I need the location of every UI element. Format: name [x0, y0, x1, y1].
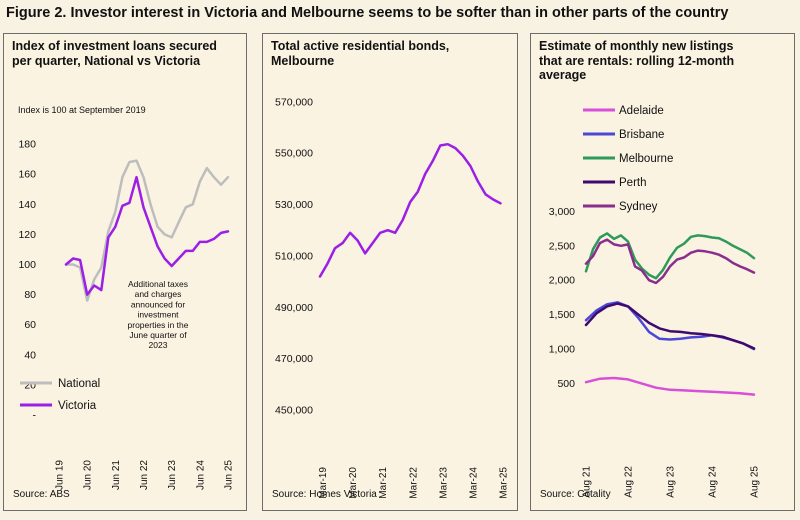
legend-label-victoria: Victoria [58, 400, 97, 412]
legend-label-national: National [58, 378, 100, 390]
panel-source: Source: ABS [13, 489, 70, 500]
series-line-melbourne [318, 142, 502, 278]
y-tick-label: 80 [24, 289, 36, 301]
y-tick-label: 550,000 [275, 148, 313, 160]
panel-residential-bonds: Total active residential bonds, Melbourn… [262, 33, 518, 511]
panel-source: Source: Homes Victoria [272, 489, 377, 500]
annotation-line: properties in the [128, 320, 189, 330]
x-tick-label: Mar-22 [408, 467, 419, 499]
x-tick-label: Mar-19 [318, 467, 329, 499]
x-tick-label: Aug 21 [582, 466, 593, 498]
series-line-adelaide [584, 376, 756, 396]
series-line-melbourne [584, 232, 756, 280]
y-tick-label: 470,000 [275, 353, 313, 365]
x-tick-label: Jun 20 [83, 460, 94, 490]
annotation-line: June quarter of [129, 330, 187, 340]
y-tick-label: 530,000 [275, 199, 313, 211]
legend-label-perth: Perth [619, 177, 647, 189]
y-tick-label: - [33, 410, 37, 422]
y-tick-label: 2,000 [549, 275, 575, 287]
figure-title: Figure 2. Investor interest in Victoria … [6, 5, 729, 21]
y-tick-label: 490,000 [275, 302, 313, 314]
x-tick-label: Aug 22 [624, 466, 635, 498]
panel-title: Estimate of monthly new listings that ar… [539, 39, 735, 82]
y-tick-label: 20 [24, 379, 36, 391]
panel-rental-listings: Estimate of monthly new listings that ar… [530, 33, 795, 511]
annotation-line: investment [137, 310, 179, 320]
x-tick-label: Jun 23 [167, 460, 178, 490]
y-tick-label: 120 [18, 229, 36, 241]
x-tick-label: Mar-21 [378, 467, 389, 499]
y-tick-label: 180 [18, 139, 36, 151]
series-line-sydney [584, 238, 756, 285]
x-tick-label: Jun 25 [224, 460, 235, 490]
series-line-victoria [64, 175, 230, 296]
y-tick-label: 40 [24, 349, 36, 361]
y-tick-label: 510,000 [275, 250, 313, 262]
series-line-perth [584, 302, 756, 350]
x-tick-label: Jun 24 [195, 460, 206, 490]
legend-label-sydney: Sydney [619, 201, 658, 213]
x-tick-label: Aug 23 [666, 466, 677, 498]
y-tick-label: 60 [24, 319, 36, 331]
x-tick-label: Mar-24 [468, 467, 479, 499]
y-tick-label: 100 [18, 259, 36, 271]
annotation-line: 2023 [149, 340, 168, 350]
index-note: Index is 100 at September 2019 [18, 105, 146, 115]
x-tick-label: Mar-20 [348, 467, 359, 499]
y-tick-label: 570,000 [275, 96, 313, 108]
y-tick-label: 3,000 [549, 206, 575, 218]
x-tick-label: Aug 25 [750, 466, 761, 498]
annotation-line: announced for [131, 299, 186, 309]
y-tick-label: 160 [18, 169, 36, 181]
panel-investment-loans: Index of investment loans secured per qu… [3, 33, 247, 511]
y-tick-label: 500 [557, 378, 575, 390]
x-tick-label: Mar-23 [438, 467, 449, 499]
y-tick-label: 450,000 [275, 405, 313, 417]
panel-title: Total active residential bonds, Melbourn… [271, 39, 450, 68]
annotation-line: Additional taxes [128, 279, 188, 289]
x-tick-label: Jun 19 [55, 460, 66, 490]
y-tick-label: 1,500 [549, 309, 575, 321]
x-tick-label: Jun 22 [139, 460, 150, 490]
legend-label-adelaide: Adelaide [619, 105, 664, 117]
bonds-chart: 450,000 470,000 490,000 510,000 530,000 550,0… [275, 96, 510, 499]
y-tick-label: 140 [18, 199, 36, 211]
y-tick-label: 2,500 [549, 240, 575, 252]
series-line-national [64, 159, 230, 302]
loans-chart: - 20 40 60 80 100 120 140 160 180 Jun 19 Jun 20 Jun … [18, 139, 235, 490]
series-line-brisbane [584, 301, 756, 351]
x-tick-label: Aug 24 [708, 466, 719, 498]
panel-title: Index of investment loans secured per qu… [12, 39, 217, 68]
y-tick-label: 1,000 [549, 344, 575, 356]
panel-source: Source: Cotality [540, 489, 611, 500]
listings-chart: 500 1,000 1,500 2,000 2,500 3,000 Aug 21 Aug 22… [549, 105, 761, 498]
x-tick-label: Mar-25 [499, 467, 510, 499]
legend-label-brisbane: Brisbane [619, 129, 664, 141]
legend-label-melbourne: Melbourne [619, 153, 673, 165]
x-tick-label: Jun 21 [111, 460, 122, 490]
annotation-line: and charges [135, 289, 182, 299]
